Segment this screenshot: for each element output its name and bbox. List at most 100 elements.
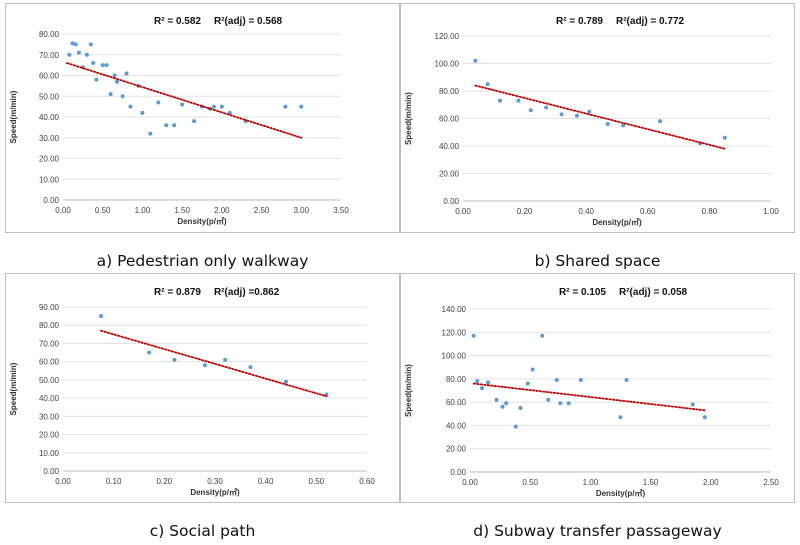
y-tick-label: 80.00 (446, 375, 467, 384)
y-tick-label: 10.00 (39, 449, 60, 458)
data-point (485, 82, 490, 87)
data-point (558, 401, 563, 406)
data-point (702, 415, 707, 420)
data-point (99, 314, 103, 319)
data-point (180, 102, 185, 107)
y-tick-label: 100.00 (442, 352, 467, 361)
data-point (172, 357, 177, 362)
r-squared-label: R² = 0.789 (556, 16, 603, 27)
r-squared-adj-label: R²(adj) = 0.058 (619, 287, 688, 298)
data-point (156, 100, 161, 105)
y-tick-label: 10.00 (39, 175, 60, 184)
y-tick-label: 80.00 (439, 87, 460, 96)
x-axis-label: Density(p/㎡) (596, 488, 646, 498)
y-tick-label: 30.00 (39, 134, 60, 143)
y-tick-label: 60.00 (39, 72, 60, 81)
data-point (578, 378, 583, 383)
data-point (91, 61, 96, 66)
data-point (84, 52, 89, 57)
r-squared-label: R² = 0.582 (154, 16, 201, 27)
data-point (67, 52, 72, 57)
data-point (494, 397, 499, 402)
y-tick-label: 60.00 (39, 358, 60, 367)
r-squared-label: R² = 0.879 (154, 287, 201, 298)
data-point (324, 392, 329, 397)
x-tick-label: 0.80 (702, 207, 718, 216)
x-tick-label: 1.50 (174, 206, 190, 215)
data-point (128, 104, 133, 109)
data-point (559, 112, 564, 117)
data-point (112, 73, 117, 78)
x-tick-label: 0.00 (455, 207, 471, 216)
data-point (148, 131, 153, 136)
x-tick-label: 0.00 (462, 478, 478, 487)
trend-line (472, 382, 706, 412)
x-tick-label: 1.50 (643, 478, 659, 487)
chart-panel-b: R² = 0.789 R²(adj) = 0.772 0.00 20.00 40.0… (400, 3, 795, 233)
x-tick-label: 0.50 (309, 477, 325, 486)
data-point (202, 363, 207, 368)
y-tick-label: 0.00 (450, 468, 466, 477)
x-tick-label: 2.00 (703, 478, 719, 487)
y-tick-label: 0.00 (43, 467, 59, 476)
x-tick-label: 1.00 (135, 206, 151, 215)
data-point (546, 397, 551, 402)
y-tick-label: 20.00 (39, 431, 60, 440)
data-point (513, 424, 518, 429)
x-tick-label: 1.00 (583, 478, 599, 487)
data-point (147, 350, 152, 355)
y-tick-label: 40.00 (446, 421, 467, 430)
data-point (722, 135, 727, 140)
data-point (76, 50, 81, 55)
y-tick-label: 50.00 (39, 92, 60, 101)
x-tick-label: 0.50 (522, 478, 538, 487)
chart-panel-a: R² = 0.582 R²(adj) = 0.568 0.00 10.00 20.0… (5, 3, 400, 233)
x-tick-label: 0.10 (106, 477, 122, 486)
y-tick-label: 80.00 (39, 30, 60, 39)
data-point (299, 104, 304, 109)
x-axis-label: Density(p/㎡) (592, 217, 642, 227)
y-tick-label: 60.00 (446, 398, 467, 407)
scatter-chart-c: 0.00 10.00 20.00 30.00 40.00 50.00 60.00 70.00 8… (9, 303, 375, 497)
y-tick-label: 50.00 (39, 376, 60, 385)
data-point (618, 415, 623, 420)
y-tick-label: 30.00 (39, 412, 60, 421)
data-point (480, 386, 485, 391)
caption-d: d) Subway transfer passageway (473, 522, 722, 540)
y-tick-label: 90.00 (39, 303, 60, 312)
data-point (605, 122, 610, 126)
x-tick-label: 3.00 (293, 206, 309, 215)
data-point (70, 41, 75, 46)
data-point (516, 98, 521, 103)
y-axis-label: Speed(m/min) (404, 92, 413, 145)
x-tick-label: 1.00 (763, 207, 779, 216)
data-point (525, 381, 530, 386)
r-squared-label: R² = 0.105 (559, 287, 606, 298)
data-point (283, 379, 288, 384)
data-point (486, 380, 491, 385)
data-point (94, 77, 99, 82)
scatter-chart-a: 0.00 10.00 20.00 30.00 40.00 50.00 60.00 70.00 8… (9, 30, 349, 226)
y-tick-label: 120.00 (435, 32, 460, 41)
x-tick-label: 0.40 (578, 207, 594, 216)
data-point (624, 378, 629, 383)
data-point (471, 333, 476, 338)
trend-line (66, 62, 303, 139)
data-point (219, 104, 224, 109)
data-point (554, 378, 559, 383)
data-point (104, 63, 109, 68)
chart-panel-d: R² = 0.105 R²(adj) = 0.058 0.00 20.00 40.0… (400, 273, 795, 503)
data-point (587, 109, 592, 114)
x-tick-label: 2.50 (763, 478, 779, 487)
x-tick-label: 0.30 (207, 477, 223, 486)
chart-panel-c: R² = 0.879 R²(adj) =0.862 0.00 10.00 20.00… (5, 273, 400, 503)
data-point (530, 367, 535, 372)
data-point (211, 104, 216, 109)
x-tick-label: 0.20 (517, 207, 533, 216)
data-point (283, 104, 288, 109)
y-tick-label: 20.00 (439, 170, 460, 179)
data-point (88, 42, 93, 47)
data-point (164, 123, 169, 128)
data-point (500, 404, 505, 409)
data-point (497, 98, 502, 103)
